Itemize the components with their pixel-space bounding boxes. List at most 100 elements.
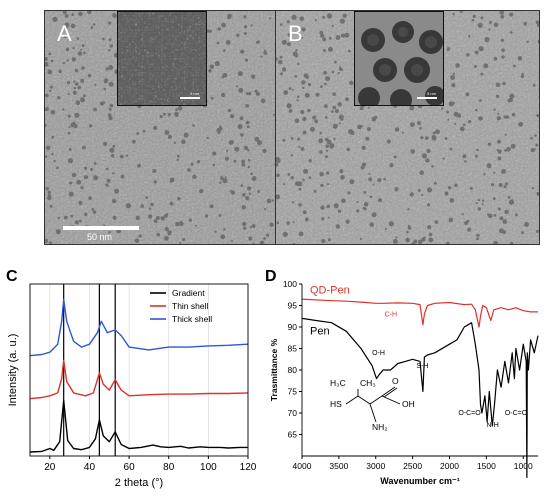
nanoparticle <box>69 181 73 185</box>
nanoparticle <box>106 178 111 183</box>
nanoparticle <box>219 181 222 184</box>
nanoparticle <box>312 115 317 120</box>
nanoparticle <box>245 120 250 125</box>
nanoparticle <box>493 197 496 201</box>
nanoparticle <box>68 148 72 151</box>
nanoparticle <box>417 121 421 126</box>
nanoparticle <box>206 29 210 33</box>
nanoparticle <box>45 123 47 128</box>
nanoparticle <box>266 233 270 237</box>
nanoparticle <box>281 67 287 72</box>
nanoparticle <box>282 231 288 237</box>
nanoparticle <box>63 215 68 220</box>
nanoparticle <box>244 58 249 62</box>
nanoparticle <box>159 115 163 119</box>
nanoparticle <box>177 196 181 201</box>
y-tick-label: 85 <box>288 344 298 354</box>
nanoparticle <box>497 156 502 161</box>
nanoparticle <box>80 186 84 190</box>
nanoparticle <box>243 145 249 151</box>
nanoparticle <box>47 195 52 201</box>
nanoparticle <box>47 69 53 75</box>
nanoparticle <box>150 202 154 207</box>
nanoparticle <box>125 203 131 209</box>
nanoparticle <box>377 178 382 183</box>
nanoparticle <box>75 100 81 105</box>
structure-label: H₃C <box>330 378 346 388</box>
nanoparticle <box>290 154 293 157</box>
nanoparticle <box>77 85 82 90</box>
nanoparticle <box>474 65 477 68</box>
nanoparticle <box>497 207 501 211</box>
nanoparticle <box>335 224 341 229</box>
nanoparticle <box>501 55 505 59</box>
structure-bond <box>381 395 401 405</box>
nanoparticle <box>266 198 272 204</box>
nanoparticle <box>259 240 265 244</box>
nanoparticle <box>369 195 373 199</box>
nanoparticle <box>72 46 75 50</box>
nanoparticle <box>298 187 302 191</box>
structure-label: O <box>392 376 399 386</box>
nanoparticle <box>453 111 459 117</box>
nanoparticle <box>345 219 350 224</box>
inset-scale-label-a: 5 nm <box>190 91 199 96</box>
nanoparticle <box>251 176 257 182</box>
nanoparticle <box>420 136 424 140</box>
panel-label-b: B <box>288 21 303 46</box>
y-tick-label: 75 <box>288 387 298 397</box>
panel-label-c: C <box>6 268 18 285</box>
nanoparticle <box>210 96 214 100</box>
nanoparticle <box>81 44 85 48</box>
nanoparticle <box>449 198 455 203</box>
nanoparticle <box>276 221 279 224</box>
nanoparticle <box>182 238 186 241</box>
series-label: QD-Pen <box>310 284 350 296</box>
x-tick-label: 3500 <box>329 461 348 471</box>
nanoparticle <box>333 60 337 64</box>
nanoparticle <box>229 114 235 119</box>
nanoparticle <box>93 107 97 112</box>
nanoparticle <box>245 104 250 108</box>
nanoparticle <box>177 105 183 111</box>
nanoparticle <box>276 162 279 167</box>
nanoparticle <box>243 32 247 35</box>
nanoparticle <box>236 33 240 37</box>
nanoparticle <box>523 21 527 26</box>
nanoparticle <box>301 80 306 85</box>
nanoparticle <box>498 183 503 187</box>
nanoparticle <box>195 224 198 227</box>
nanoparticle <box>507 195 511 199</box>
structure-label: NH₂ <box>372 422 388 432</box>
nanoparticle <box>495 82 501 88</box>
nanoparticle <box>333 203 339 209</box>
nanoparticle <box>269 17 272 20</box>
nanoparticle <box>475 202 478 205</box>
nanoparticle <box>535 143 539 147</box>
nanoparticle <box>395 236 398 239</box>
nanoparticle <box>262 148 267 153</box>
nanoparticle <box>276 173 280 178</box>
nanoparticle <box>298 231 304 237</box>
nanoparticle <box>308 176 312 180</box>
nanoparticle <box>442 157 445 160</box>
nanoparticle <box>255 91 260 96</box>
nanoparticle <box>338 67 343 71</box>
nanoparticle <box>153 219 158 224</box>
nanoparticle <box>248 192 252 195</box>
nanoparticle <box>325 137 329 142</box>
legend-label: Gradient <box>172 288 205 298</box>
nanoparticle <box>504 209 509 215</box>
nanoparticle <box>49 204 53 208</box>
nanoparticle <box>518 121 524 127</box>
nanoparticle <box>349 80 354 86</box>
nanoparticle <box>323 49 326 53</box>
nanoparticle <box>426 148 431 154</box>
nanoparticle <box>360 165 365 170</box>
nanoparticle <box>80 48 83 51</box>
nanoparticle <box>83 175 88 180</box>
nanoparticle <box>455 63 460 68</box>
nanoparticle <box>264 52 268 55</box>
nanoparticle <box>120 174 125 179</box>
nanoparticle <box>409 192 414 197</box>
